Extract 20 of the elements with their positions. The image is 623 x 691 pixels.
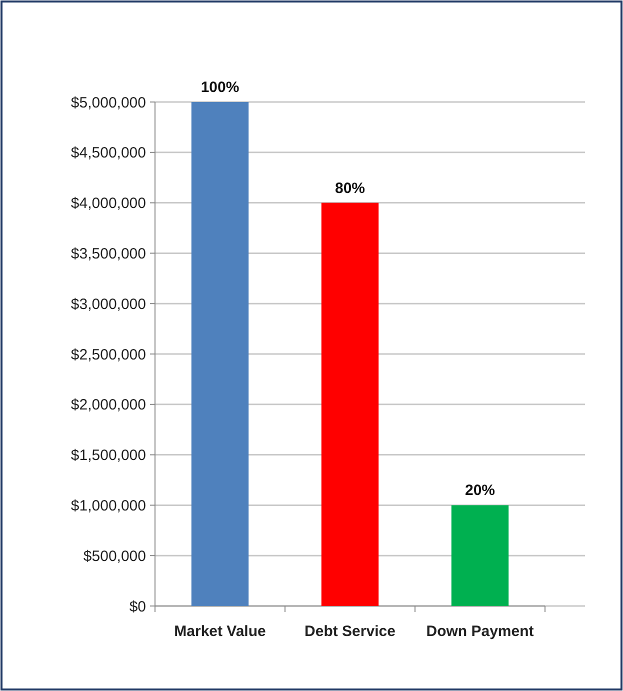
bar [191,102,249,606]
y-tick-label: $5,000,000 [70,94,146,112]
annotation: 100% [200,79,240,96]
y-tick-label: $4,000,000 [70,195,146,212]
bar [321,202,379,606]
y-tick-label: $1,500,000 [70,447,146,464]
y-tick-label: $0 [129,598,146,616]
y-tick-label: $500,000 [83,548,146,565]
x-tick-label: Market Value [174,623,266,640]
y-tick-label: $1,000,000 [70,497,146,514]
y-tick-label: $2,500,000 [70,346,146,364]
bar [451,505,509,606]
y-tick-label: $3,500,000 [70,245,146,262]
annotation: 80% [334,180,366,197]
x-tick-label: Down Payment [426,623,534,640]
y-tick-label: $2,000,000 [70,396,146,414]
y-tick-label: $4,500,000 [70,144,146,162]
x-tick-label: Debt Service [304,623,396,640]
annotation: 20% [464,482,496,500]
y-tick-label: $3,000,000 [70,296,146,313]
